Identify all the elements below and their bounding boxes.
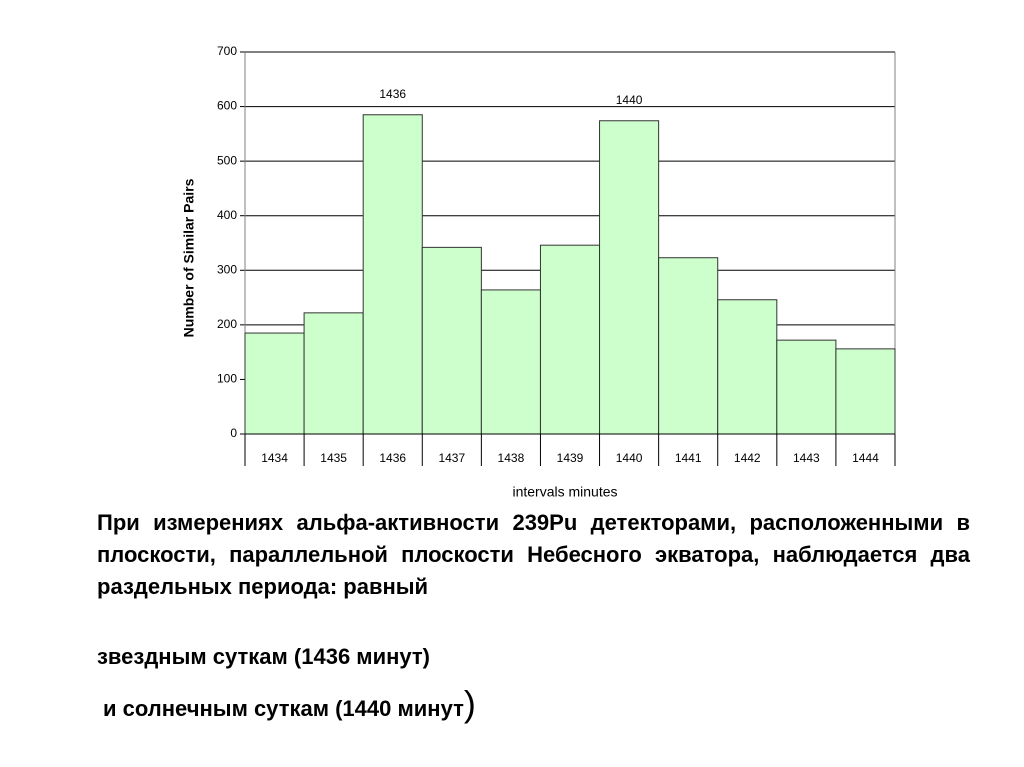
paragraph: При измерениях альфа-активности 239Pu де… [97,510,970,599]
x-axis-label: intervals minutes [512,484,617,500]
bar [599,120,660,435]
x-tick-label: 1443 [793,451,820,465]
chart: Number of Similar Pairs intervals minute… [181,44,896,500]
x-tick-label: 1441 [675,451,702,465]
x-tick-label: 1442 [734,451,761,465]
y-tick-label: 300 [217,262,237,276]
x-tick-label: 1435 [320,451,347,465]
x-tick-label: 1436 [379,451,406,465]
y-axis-label: Number of Similar Pairs [181,178,197,337]
bar [539,244,601,435]
y-tick-label: 500 [217,153,237,167]
x-tick-label: 1438 [498,451,525,465]
bar [658,257,719,435]
bracket: ) [463,683,476,724]
caption-line: звездным суткам (1436 минут) [97,644,430,669]
y-tick-label: 400 [217,208,237,222]
bar [835,348,896,435]
bar [362,114,423,435]
bar [776,339,837,435]
y-tick-label: 100 [217,372,237,386]
bar [717,299,778,435]
bar [303,312,364,435]
caption-text: и солнечным суткам (1440 минут [103,696,464,721]
annotation: 1436 [379,87,406,101]
x-tick-label: 1437 [438,451,465,465]
y-tick-label: 0 [230,426,237,440]
caption-line: и солнечным суткам (1440 минут) [103,686,976,725]
y-tick-label: 600 [217,99,237,113]
y-tick-label: 700 [217,44,237,58]
bar [244,332,305,435]
annotation: 1440 [616,93,643,107]
bar [421,246,482,435]
x-tick-label: 1444 [852,451,879,465]
x-tick-label: 1440 [616,451,643,465]
bar [480,289,541,435]
y-tick-label: 200 [217,317,237,331]
x-tick-label: 1439 [557,451,584,465]
x-tick-label: 1434 [261,451,288,465]
